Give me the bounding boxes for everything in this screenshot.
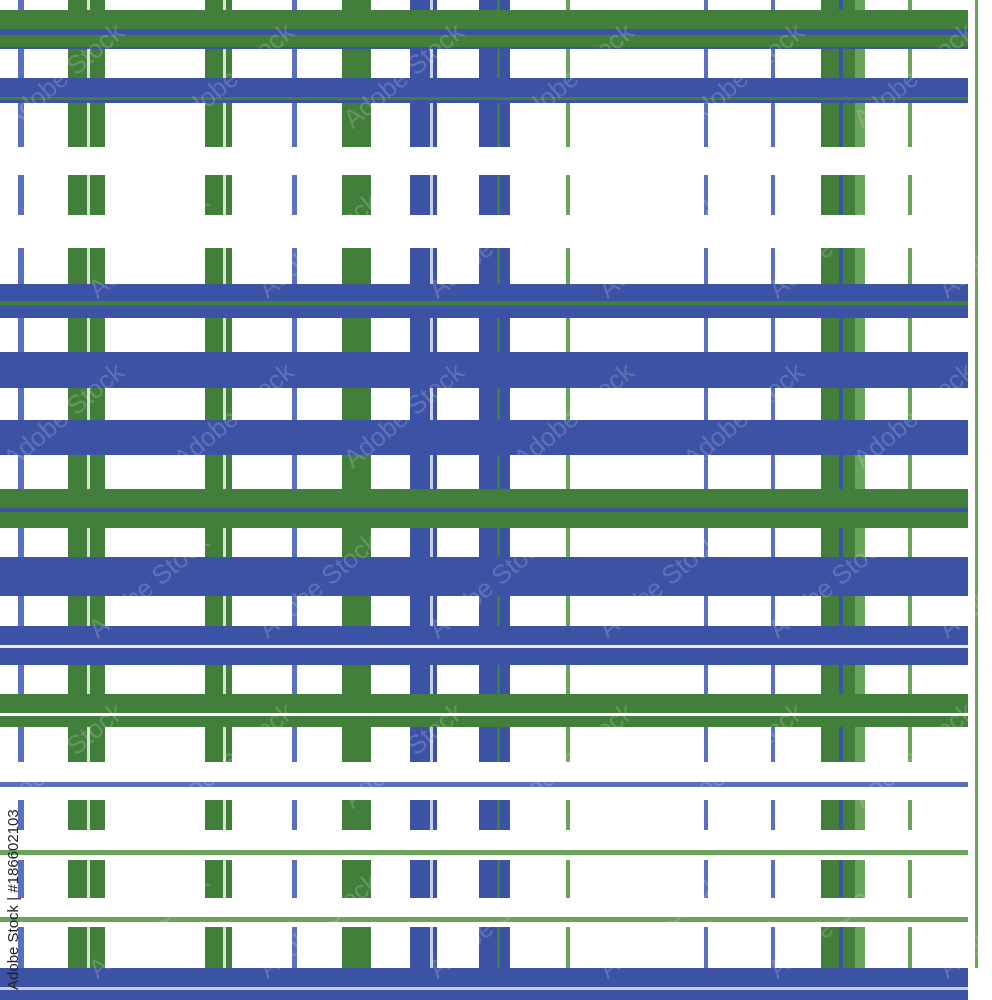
horizontal-band — [0, 301, 968, 305]
right-border-line — [975, 0, 978, 968]
horizontal-band — [0, 352, 968, 388]
stripe-gap — [0, 898, 968, 927]
horizontal-band — [0, 968, 968, 1000]
horizontal-band — [0, 557, 968, 596]
stripe-gap — [0, 830, 968, 860]
horizontal-band — [0, 29, 968, 35]
stripe-gap — [0, 147, 968, 175]
horizontal-band — [0, 47, 968, 49]
horizontal-band — [0, 645, 968, 648]
horizontal-band — [0, 97, 968, 100]
stock-id-label: Adobe Stock | #186602103 — [5, 809, 22, 990]
stripe-gap — [0, 762, 968, 800]
horizontal-band — [0, 782, 968, 787]
horizontal-band — [0, 850, 968, 855]
horizontal-band — [0, 917, 968, 922]
horizontal-band — [0, 508, 968, 512]
stripe-gap — [0, 215, 968, 248]
horizontal-band — [0, 420, 968, 455]
horizontal-band — [0, 987, 968, 990]
horizontal-band — [0, 713, 968, 716]
horizontal-band — [0, 694, 968, 727]
